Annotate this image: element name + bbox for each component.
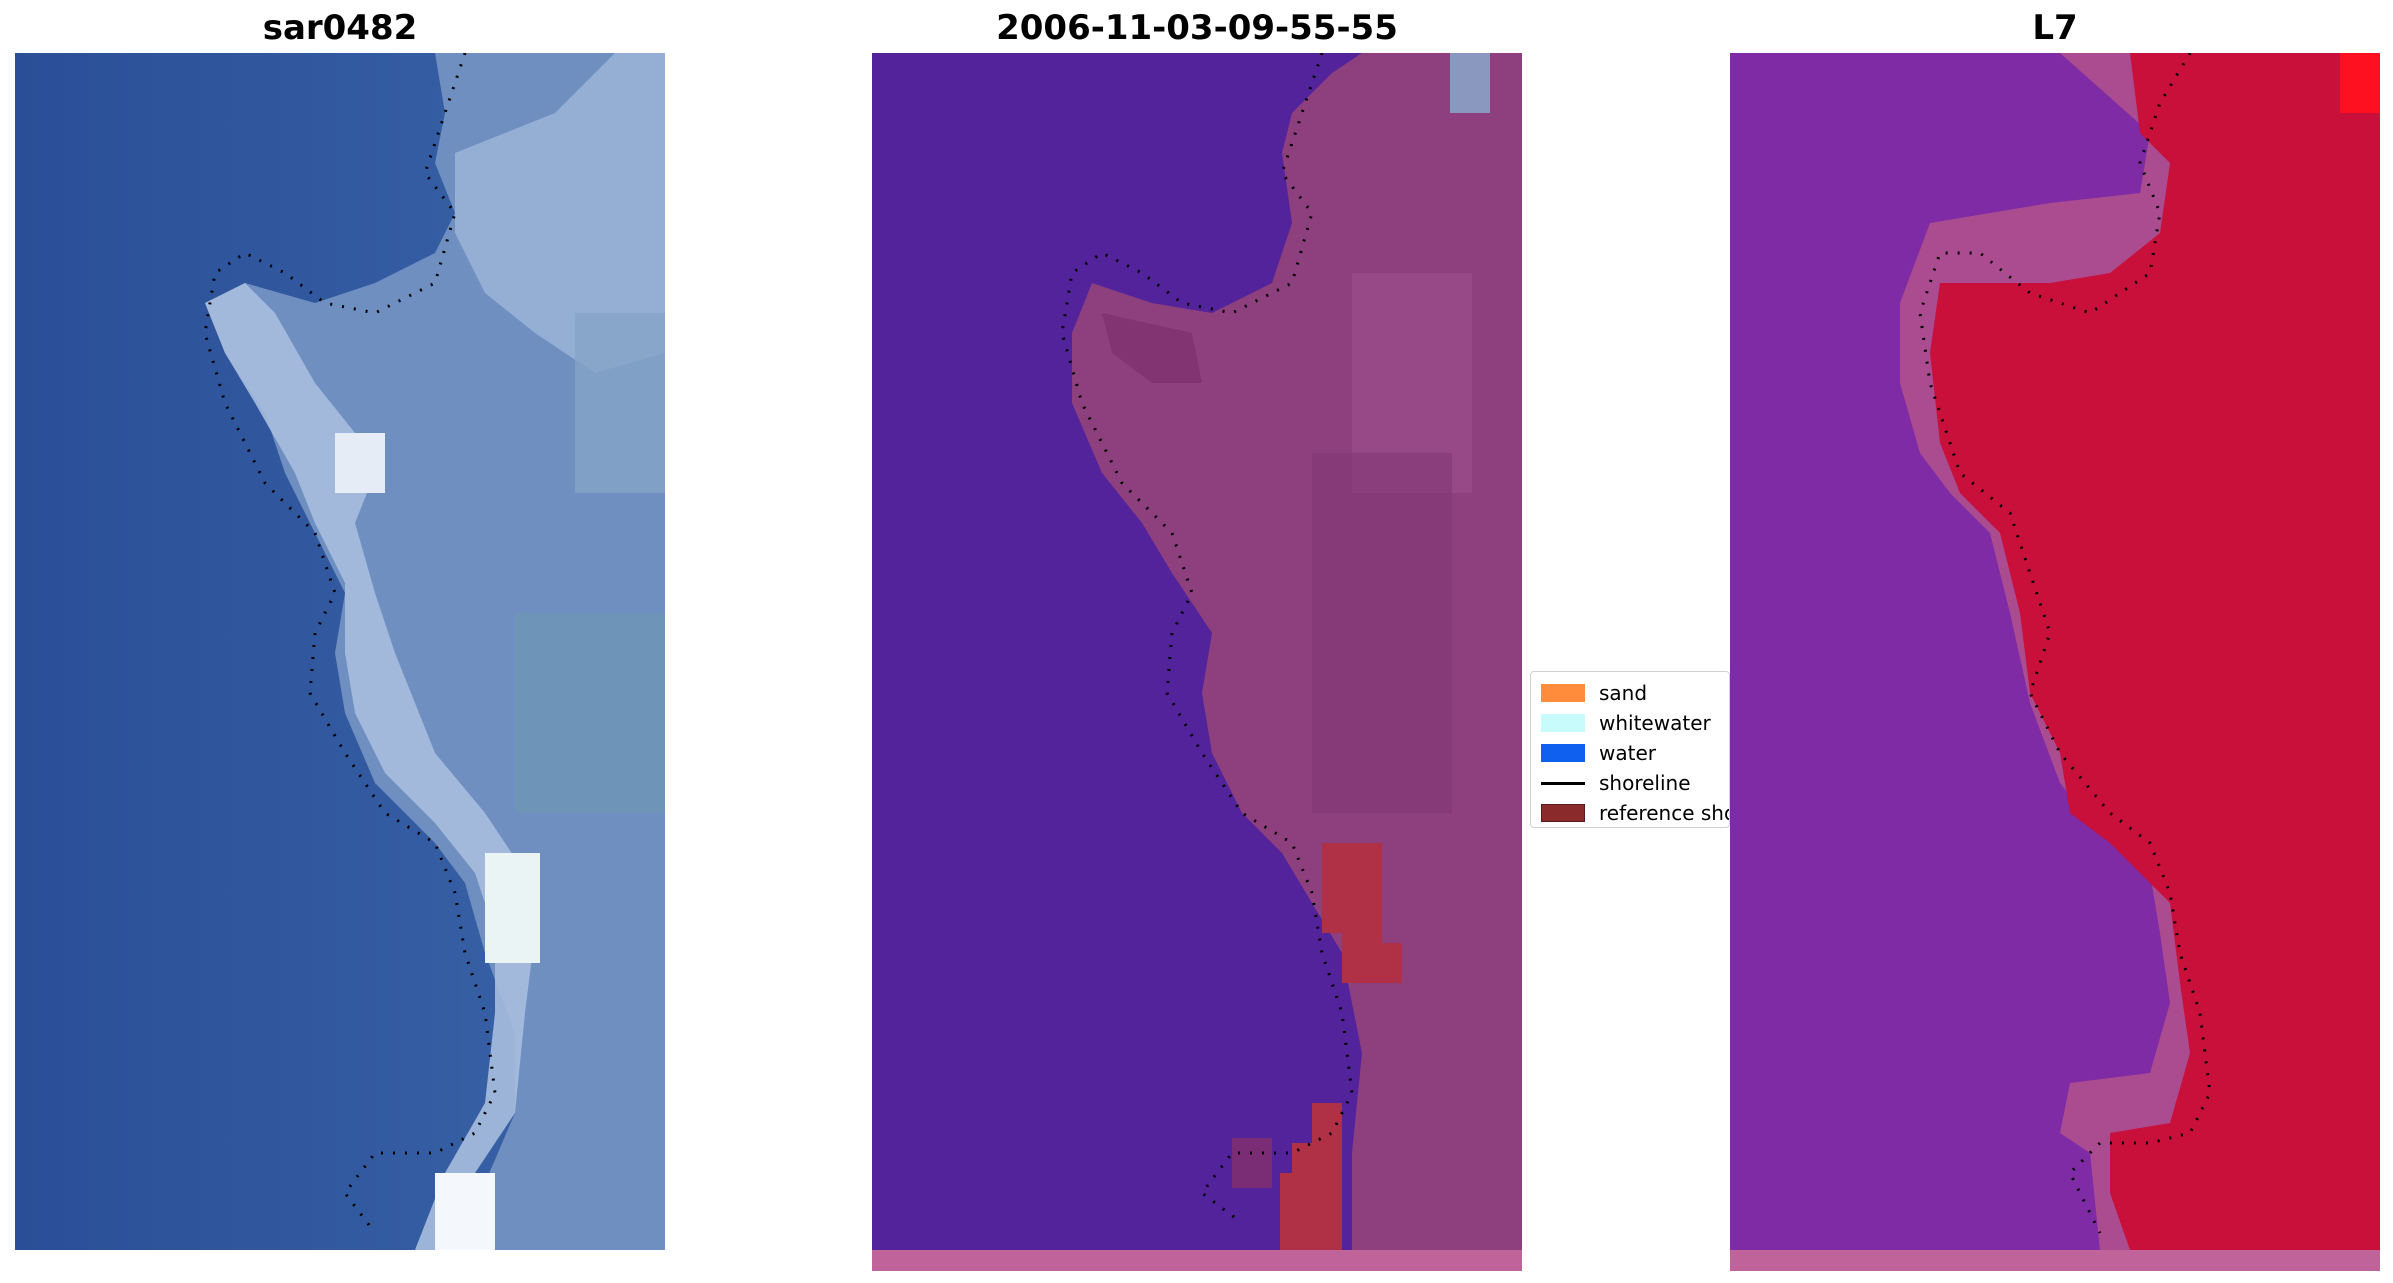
reference-shoreline-swatch <box>1541 804 1585 822</box>
legend-label-sand: sand <box>1599 681 1648 705</box>
panel-title-rgb: sar0482 <box>262 8 418 48</box>
legend-label-shoreline: shoreline <box>1599 771 1691 795</box>
classification-image <box>872 53 1522 1271</box>
panel-title-index: L7 <box>2032 8 2078 48</box>
bottom-strip <box>872 1250 1522 1271</box>
shoreline-line-swatch <box>1541 781 1585 785</box>
index-image <box>1730 53 2380 1271</box>
panel-title-classification: 2006-11-03-09-55-55 <box>996 8 1398 48</box>
sand-swatch <box>1541 684 1585 702</box>
classification-panel <box>872 53 1522 1271</box>
rgb-image <box>15 53 665 1250</box>
legend-label-water: water <box>1599 741 1656 765</box>
water-swatch <box>1541 744 1585 762</box>
bottom-strip <box>1730 1250 2380 1271</box>
legend-label-whitewater: whitewater <box>1599 711 1711 735</box>
legend-label-reference-shoreline: reference shoreline <box>1599 801 1729 825</box>
legend: sand whitewater water shoreline referenc… <box>1530 671 1730 828</box>
index-panel <box>1730 53 2380 1271</box>
whitewater-swatch <box>1541 714 1585 732</box>
rgb-image-panel <box>15 53 665 1250</box>
